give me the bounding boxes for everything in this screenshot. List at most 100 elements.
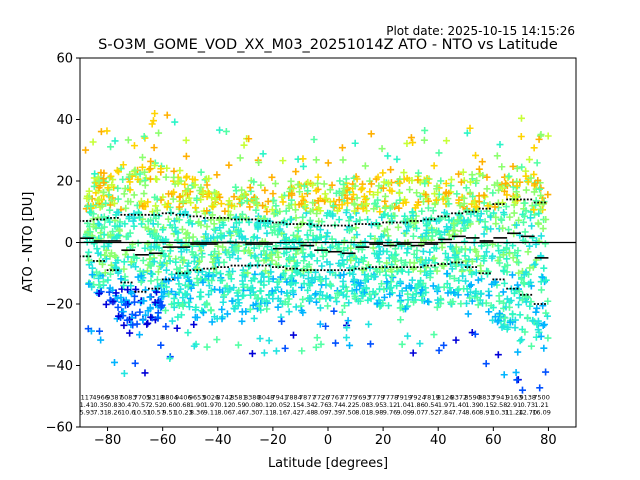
data-point [265,277,273,285]
data-point [404,296,412,304]
data-point [165,290,173,298]
data-point [189,233,197,241]
data-point [503,268,511,276]
lower-std-marker [354,267,357,270]
data-point [189,251,197,259]
bin-stat-value: 16.09 [532,409,551,417]
data-point [232,244,240,252]
data-point [267,251,275,259]
data-point [316,295,324,303]
data-point [374,188,382,196]
data-point [537,232,545,240]
data-point [152,202,160,210]
data-point [381,192,389,200]
data-point [112,289,120,297]
bin-stat-value: 10.51 [133,409,152,417]
data-point [243,197,251,205]
lower-std-marker [471,266,474,268]
data-point [209,258,217,266]
data-point [477,262,485,270]
outlier-point [332,339,340,347]
data-point [510,289,518,297]
upper-std-marker [327,224,329,227]
lower-std-marker [526,293,529,296]
data-point [351,182,359,190]
data-point [421,180,429,188]
upper-std-marker [513,198,515,201]
upper-std-marker [485,207,488,210]
x-axis-label: Latitude [degrees] [268,456,388,471]
data-point [163,203,171,211]
data-point [199,278,207,286]
data-point [180,256,188,264]
lower-std-marker [154,287,157,290]
upper-std-marker [289,223,292,225]
data-point [176,210,184,218]
lower-std-marker [306,269,309,272]
upper-std-marker [395,221,398,224]
data-point [203,181,211,189]
upper-std-marker [385,221,388,224]
y-tick-label: −60 [46,421,73,436]
data-point [300,280,308,288]
upper-std-marker [299,223,302,225]
data-point [336,177,344,185]
data-point [531,180,539,188]
data-point [166,247,174,255]
data-point [195,218,203,226]
bin-stat-value: 1.39 [465,401,479,409]
data-point [157,165,165,173]
data-point [288,279,296,287]
outlier-point [225,161,233,169]
data-point [351,207,359,215]
bin-stat-value: 7500 [533,393,550,401]
data-point [502,203,510,211]
data-point [515,269,523,277]
data-point [294,181,302,189]
bin-stat-value: 2.76 [314,401,328,409]
data-point [388,217,396,225]
data-point [274,231,282,239]
lower-std-marker [92,260,95,262]
lower-std-marker [506,287,509,290]
x-tick-label: −60 [149,433,176,448]
data-point [499,199,507,207]
data-point [228,202,236,210]
data-point [345,217,353,225]
data-point [277,273,285,281]
lower-std-marker [464,266,467,268]
data-point [127,282,135,290]
data-point [366,290,374,298]
data-point [258,270,266,278]
data-point [170,188,178,196]
upper-std-marker [533,201,536,204]
upper-std-marker [154,213,157,216]
data-point [339,291,347,299]
data-point [518,163,526,171]
data-point [313,210,321,218]
data-point [131,166,139,174]
data-point [296,240,304,248]
lower-std-marker [516,287,519,290]
data-point [101,251,109,259]
upper-std-marker [99,218,102,221]
lower-std-marker [209,267,212,270]
data-point [452,253,460,261]
data-point [230,284,238,292]
data-point [106,174,114,182]
data-point [483,185,491,193]
outlier-point [272,347,280,355]
data-point [513,182,521,190]
lower-std-marker [485,272,488,275]
data-point [115,208,123,216]
data-point [89,210,97,218]
data-point [426,248,434,256]
data-point [373,299,381,307]
data-point [117,275,125,283]
outlier-point [463,129,471,137]
data-point [287,177,295,185]
data-point [313,234,321,242]
lower-std-marker [168,278,171,281]
data-point [300,182,308,190]
bin-stat-value: 7693 [354,393,371,401]
